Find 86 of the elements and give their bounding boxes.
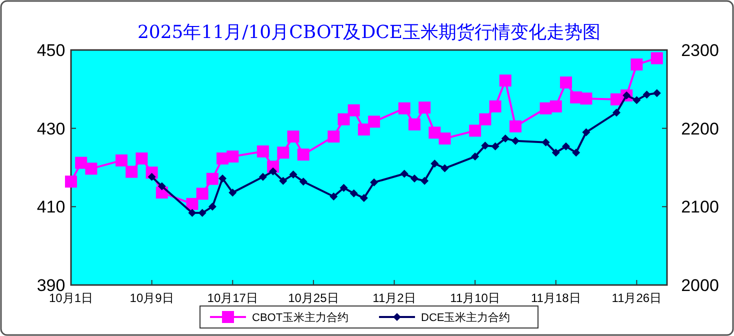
point <box>469 124 482 137</box>
y2-tick-label: 2000 <box>681 276 719 295</box>
point <box>279 176 288 185</box>
x-tick-label: 10月25日 <box>288 291 339 305</box>
x-tick-label: 10月9日 <box>130 291 174 305</box>
point <box>398 102 410 114</box>
point <box>188 208 196 217</box>
point <box>65 176 77 188</box>
point <box>572 148 580 157</box>
point <box>552 148 560 157</box>
point <box>196 188 208 200</box>
point <box>277 146 290 159</box>
point <box>438 132 451 145</box>
point <box>642 90 651 99</box>
point <box>350 189 358 198</box>
point <box>328 130 340 143</box>
point <box>612 108 620 117</box>
y2-tick-label: 2100 <box>681 198 719 217</box>
point <box>158 182 166 190</box>
point <box>652 89 661 98</box>
point <box>287 130 300 143</box>
point <box>75 156 88 169</box>
point <box>542 138 550 146</box>
point <box>256 145 269 158</box>
y2-tick-label: 2300 <box>681 41 719 60</box>
point <box>509 120 522 132</box>
point <box>208 202 216 211</box>
point <box>400 170 408 178</box>
point <box>430 160 439 168</box>
point <box>489 100 502 112</box>
point <box>338 113 350 126</box>
point <box>440 164 449 172</box>
point <box>348 104 360 116</box>
point <box>501 134 510 143</box>
y-tick-label: 450 <box>36 41 66 60</box>
point <box>218 174 227 182</box>
point <box>560 76 572 89</box>
point <box>299 178 308 186</box>
point <box>206 172 218 185</box>
legend-label: DCE玉米主力合约 <box>421 311 510 324</box>
point <box>418 102 431 114</box>
y2-tick-label: 2200 <box>681 119 719 138</box>
point <box>269 167 278 176</box>
legend-label: CBOT玉米主力合约 <box>252 311 349 324</box>
point <box>85 162 98 175</box>
x-tick-label: 11月10日 <box>450 291 500 305</box>
point <box>481 142 490 150</box>
point <box>550 100 562 112</box>
x-tick-label: 11月18日 <box>530 291 581 305</box>
x-tick-label: 11月2日 <box>372 291 416 305</box>
point <box>289 170 298 179</box>
y-tick-label: 410 <box>36 198 66 217</box>
point <box>511 136 520 145</box>
point <box>632 96 641 104</box>
point <box>330 192 338 200</box>
x-tick-label: 10月17日 <box>207 291 258 305</box>
point <box>228 188 237 197</box>
point <box>410 174 418 182</box>
point <box>340 184 348 192</box>
point <box>258 172 267 181</box>
point <box>428 126 441 139</box>
point <box>630 58 643 70</box>
point <box>136 152 148 164</box>
point <box>580 92 592 105</box>
point <box>370 178 378 186</box>
point <box>126 166 138 178</box>
point <box>650 52 663 64</box>
y-tick-label: 430 <box>36 119 66 138</box>
point <box>499 74 512 87</box>
point <box>562 142 570 150</box>
point <box>479 113 492 126</box>
x-tick-label: 11月26日 <box>612 291 662 305</box>
point <box>491 142 500 150</box>
point <box>198 208 206 217</box>
point <box>186 198 198 210</box>
point <box>368 116 380 128</box>
point <box>226 150 239 163</box>
point <box>358 124 370 136</box>
point <box>408 118 420 130</box>
point <box>360 194 368 202</box>
point <box>471 152 480 161</box>
point <box>116 154 128 166</box>
point <box>582 128 590 136</box>
point <box>297 148 310 161</box>
point <box>420 176 429 185</box>
chart-title: 2025年11月/10月CBOT及DCE玉米期货行情变化走势图 <box>137 22 601 43</box>
